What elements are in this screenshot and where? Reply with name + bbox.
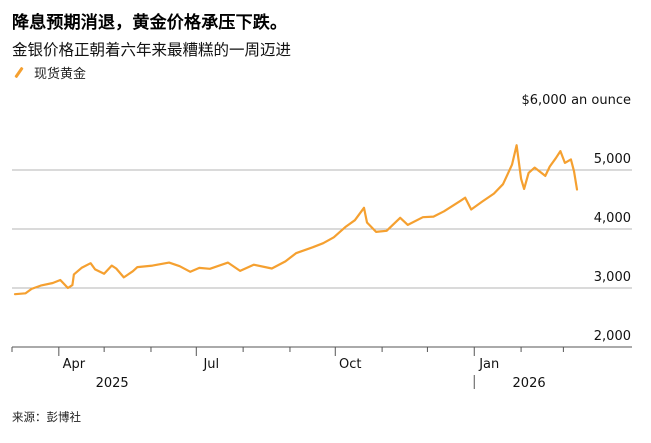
chart-subtitle: 金银价格正朝着六年来最糟糕的一周迈进 [12, 41, 292, 59]
chart-title: 降息预期消退，黄金价格承压下跌。 [12, 13, 288, 33]
y-tick-label: 4,000 [594, 211, 631, 226]
y-tick-label: $6,000 an ounce [521, 93, 631, 108]
x-tick-label: Jul [202, 357, 219, 372]
x-tick-label: Oct [339, 357, 361, 372]
legend-label: 现货黄金 [34, 67, 87, 82]
legend: 现货黄金 [12, 63, 86, 82]
source-note: 来源：彭博社 [12, 410, 81, 424]
year-label: 2026 [513, 376, 546, 391]
year-label: 2025 [96, 376, 129, 391]
series-line-spot-gold [13, 144, 579, 296]
x-tick-label: Apr [63, 357, 86, 372]
y-tick-label: 5,000 [594, 152, 631, 167]
x-tick-label: Jan [478, 357, 499, 372]
y-tick-label: 2,000 [594, 329, 631, 344]
y-tick-label: 3,000 [594, 270, 631, 285]
